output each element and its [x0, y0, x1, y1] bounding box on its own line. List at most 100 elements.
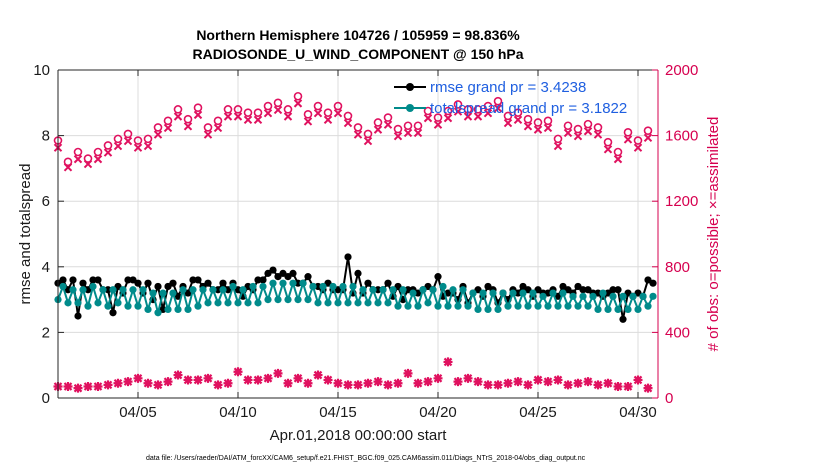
series-1-point [509, 289, 517, 297]
obs-assimilated-point [113, 141, 123, 151]
series-0-point [374, 286, 382, 294]
series-1-point [169, 289, 177, 297]
legend: rmse grand pr = 3.4238 totalspread grand… [394, 79, 627, 117]
obs-possible-point [353, 123, 363, 132]
obs-possible-point [403, 121, 413, 131]
x-axis-label: Apr.01,2018 00:00:00 start [270, 427, 448, 444]
series-1-point [129, 286, 137, 294]
y-right-tick-label: 2000 [665, 62, 698, 79]
obs-assimilated-point [133, 143, 143, 152]
obs-assimilated-point [403, 128, 413, 138]
series-1-point [279, 279, 287, 287]
obs-assimilated-point [573, 131, 583, 141]
series-1-point [149, 289, 157, 297]
obs-assimilated-point [633, 143, 643, 152]
obs-rejected-point [453, 377, 463, 387]
y-right-tick-label: 400 [665, 324, 690, 341]
series-1-point [579, 292, 587, 300]
obs-assimilated-point [593, 130, 603, 139]
y-left-tick-label: 10 [33, 62, 50, 79]
obs-rejected-point [213, 380, 223, 390]
series-1-point [154, 309, 162, 317]
series-1-point [484, 305, 492, 314]
obs-assimilated-point [493, 104, 503, 113]
chart-subtitle: RADIOSONDE_U_WIND_COMPONENT @ 150 hPa [192, 46, 523, 62]
series-1-point [614, 305, 622, 314]
series-1-point [594, 305, 602, 314]
series-1-point [239, 286, 247, 294]
series-1-point [394, 302, 402, 310]
obs-rejected-point [63, 382, 73, 392]
series-1-point [459, 286, 467, 294]
obs-assimilated-point [513, 115, 523, 124]
series-0-point [614, 286, 622, 294]
series-1-point [184, 305, 192, 314]
series-1-point [399, 286, 407, 294]
series-0-point [219, 279, 227, 287]
obs-assimilated-point [523, 122, 533, 131]
obs-assimilated-point [223, 112, 233, 121]
obs-rejected-point [413, 378, 423, 388]
series-0-point [289, 269, 297, 277]
obs-assimilated-point [373, 125, 383, 134]
obs-rejected-point [163, 377, 173, 387]
obs-assimilated-point [63, 163, 73, 172]
chart-title: Northern Hemisphere 104726 / 105959 = 98… [196, 27, 520, 43]
obs-rejected-point [643, 383, 653, 393]
obs-rejected-point [303, 378, 313, 388]
obs-rejected-point [523, 380, 533, 390]
obs-rejected-point [73, 383, 83, 393]
series-0-point [194, 276, 202, 284]
series-0-point [74, 312, 82, 320]
obs-possible-point [83, 154, 93, 163]
obs-possible-point [413, 121, 423, 131]
series-1-point [564, 302, 572, 310]
obs-possible-point [483, 101, 493, 111]
obs-possible-point [393, 124, 403, 134]
series-1-point [339, 282, 347, 291]
legend-spread-marker [406, 104, 414, 112]
series-1-point [284, 296, 292, 304]
series-0-point [649, 279, 657, 287]
obs-possible-point [133, 136, 143, 145]
obs-possible-point [343, 111, 353, 121]
series-1-point [609, 292, 617, 300]
obs-assimilated-point [73, 154, 83, 164]
obs-assimilated-point [213, 123, 223, 133]
series-1-point [604, 305, 612, 314]
obs-assimilated-point [543, 123, 553, 133]
series-1-point [119, 286, 127, 294]
series-1-point [479, 289, 487, 297]
obs-assimilated-point [233, 112, 243, 121]
series-0-point [214, 286, 222, 294]
series-1-point [144, 305, 152, 314]
obs-rejected-point [113, 378, 123, 388]
series-1-point [589, 292, 597, 300]
series-1-point [314, 299, 322, 307]
obs-assimilated-point [183, 122, 193, 131]
obs-possible-point [423, 106, 433, 116]
series-1-point [189, 286, 197, 294]
y-axis-right-label: # of obs: o=possible; ×=assimilated [705, 117, 722, 352]
obs-rejected-point [83, 382, 93, 392]
series-1-point [99, 286, 107, 294]
series-1-point [389, 286, 397, 294]
obs-possible-point [293, 91, 303, 101]
obs-assimilated-point [643, 133, 653, 143]
series-1-point [254, 299, 262, 307]
series-1-point [634, 305, 642, 314]
series-1-point [359, 286, 367, 294]
obs-assimilated-point [553, 141, 563, 151]
obs-possible-point [553, 134, 563, 144]
series-1-point [259, 282, 267, 291]
series-1-point [374, 299, 382, 307]
series-1-point [94, 299, 102, 307]
obs-possible-point [573, 124, 583, 134]
obs-assimilated-point [193, 110, 203, 120]
series-1-point [414, 302, 422, 310]
series-1-point [89, 282, 97, 291]
obs-possible-point [633, 136, 643, 145]
obs-assimilated-point [93, 154, 103, 164]
obs-rejected-point [613, 382, 623, 392]
series-0-point [304, 273, 312, 281]
